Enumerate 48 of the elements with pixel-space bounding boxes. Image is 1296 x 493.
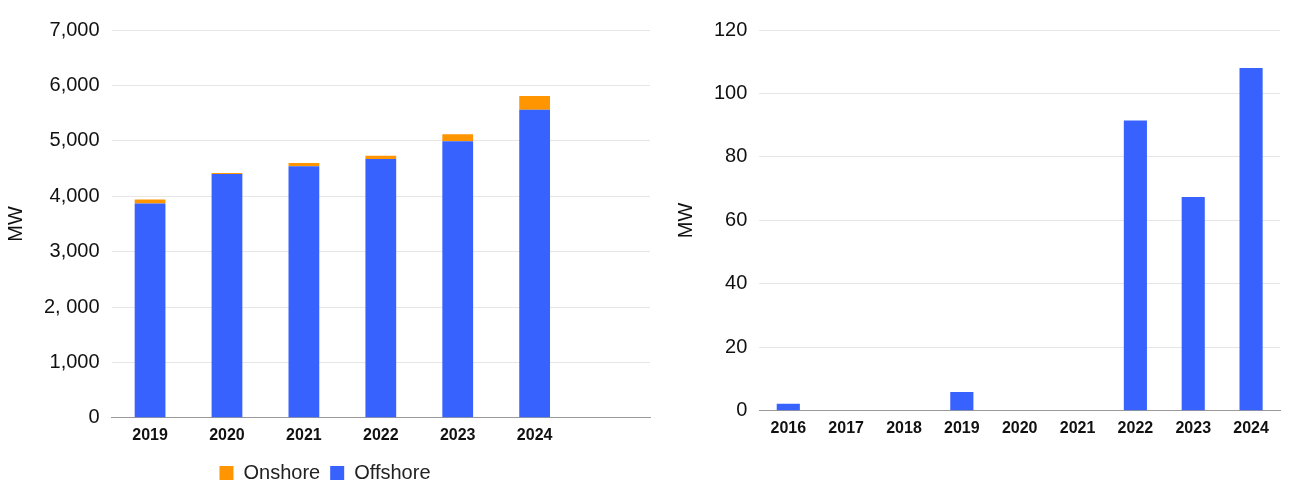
y-tick-label: 0 <box>736 398 748 421</box>
y-tick-label: 3,000 <box>49 239 100 262</box>
legend-label: Offshore <box>354 460 431 483</box>
x-tick-label: 2024 <box>1233 418 1269 436</box>
y-tick-label: 60 <box>725 207 748 230</box>
bar <box>134 203 166 418</box>
bar <box>1181 196 1205 411</box>
y-tick-label: 120 <box>713 17 748 40</box>
x-tick-label: 2020 <box>209 425 245 443</box>
bar <box>288 166 320 418</box>
bar <box>1123 120 1147 411</box>
x-tick-label: 2023 <box>1175 418 1212 436</box>
x-tick-label: 2024 <box>516 425 553 443</box>
y-axis-title: MW <box>673 202 696 239</box>
bar <box>442 141 474 418</box>
bar <box>950 392 974 411</box>
bar <box>211 174 243 418</box>
y-tick-label: 4,000 <box>49 183 100 206</box>
legend-label: Onshore <box>243 460 321 483</box>
y-tick-label: 2, 000 <box>44 294 100 317</box>
x-tick-label: 2022 <box>363 425 399 443</box>
bar <box>776 403 800 411</box>
bar <box>365 159 397 418</box>
x-tick-label: 2017 <box>828 418 865 436</box>
bar <box>519 109 551 418</box>
x-tick-label: 2023 <box>439 425 476 443</box>
x-tick-label: 2021 <box>1059 418 1096 436</box>
x-tick-label: 2020 <box>1001 418 1038 436</box>
x-tick-label: 2021 <box>286 425 322 443</box>
bar <box>365 155 397 160</box>
x-tick-label: 2022 <box>1117 418 1154 436</box>
bar <box>1239 68 1263 411</box>
y-tick-label: 100 <box>713 80 748 103</box>
y-tick-label: 40 <box>725 271 748 294</box>
x-tick-label: 2016 <box>770 418 807 436</box>
y-tick-label: 7,000 <box>49 17 100 40</box>
x-tick-label: 2019 <box>132 425 168 443</box>
y-tick-label: 6,000 <box>49 72 100 95</box>
y-tick-label: 5,000 <box>49 128 100 151</box>
y-tick-label: 1,000 <box>49 349 100 372</box>
y-tick-label: 0 <box>88 405 100 428</box>
x-tick-label: 2018 <box>886 418 922 436</box>
bar <box>442 134 474 142</box>
x-tick-label: 2019 <box>944 418 980 436</box>
y-tick-label: 20 <box>725 334 748 357</box>
bar <box>519 95 551 110</box>
y-axis-title: MW <box>3 206 26 242</box>
y-tick-label: 80 <box>725 144 748 167</box>
